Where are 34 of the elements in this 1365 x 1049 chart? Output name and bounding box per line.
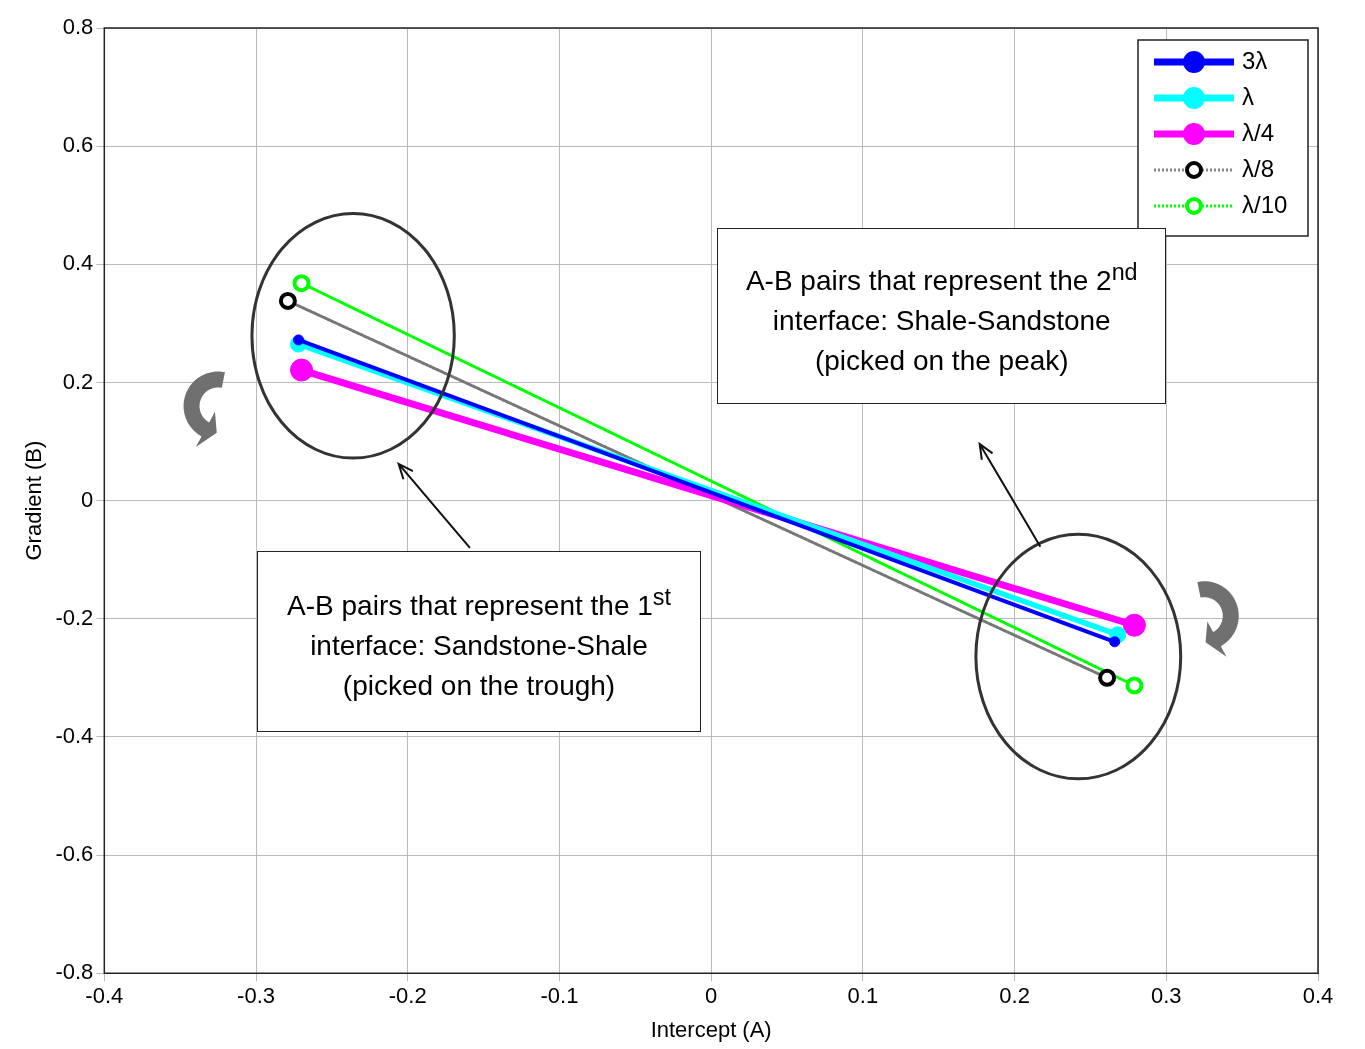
y-tick-label: -0.2	[55, 604, 94, 630]
point	[1122, 613, 1146, 637]
y-tick-label: 0.8	[62, 14, 94, 40]
legend-label: λ/10	[1242, 190, 1288, 218]
legend-label: λ/4	[1242, 118, 1275, 146]
y-axis-title: Gradient (B)	[21, 440, 47, 561]
y-tick-label: 0.4	[62, 250, 94, 276]
x-tick-label: -0.4	[85, 983, 124, 1009]
y-tick-label: 0.6	[62, 132, 94, 158]
x-axis-title: Intercept (A)	[650, 1016, 772, 1042]
x-tick-label: 0.3	[1150, 983, 1182, 1009]
annotation: A-B pairs that represent the 1$^{st}$ interface: Sandstone-Shale (picked on the trough)	[286, 582, 672, 704]
point	[290, 358, 314, 382]
annotation: A-B pairs that represent the 2$^{nd}$ interface: Shale-Sandstone (picked on the peak)	[744, 257, 1139, 378]
legend-label: λ/8	[1242, 154, 1275, 182]
y-tick-label: -0.6	[55, 841, 94, 867]
point	[1125, 676, 1144, 695]
point	[1109, 636, 1121, 648]
x-tick-label: -0.2	[388, 983, 427, 1009]
x-tick-label: -0.3	[237, 983, 275, 1009]
x-tick-label: -0.1	[540, 983, 579, 1009]
y-tick-label: 0	[81, 486, 94, 512]
x-tick-label: 0.2	[999, 983, 1030, 1009]
y-tick-label: -0.8	[55, 959, 94, 985]
point	[278, 291, 297, 310]
legend-label: λ	[1242, 82, 1254, 110]
y-tick-label: -0.4	[55, 722, 94, 748]
point	[1098, 668, 1117, 687]
x-tick-label: 0.4	[1302, 983, 1334, 1009]
y-tick-label: 0.2	[62, 368, 94, 394]
x-tick-label: 0	[705, 983, 718, 1009]
legend-label: 3λ	[1242, 46, 1268, 74]
point	[292, 274, 311, 293]
x-tick-label: 0.1	[847, 983, 879, 1009]
